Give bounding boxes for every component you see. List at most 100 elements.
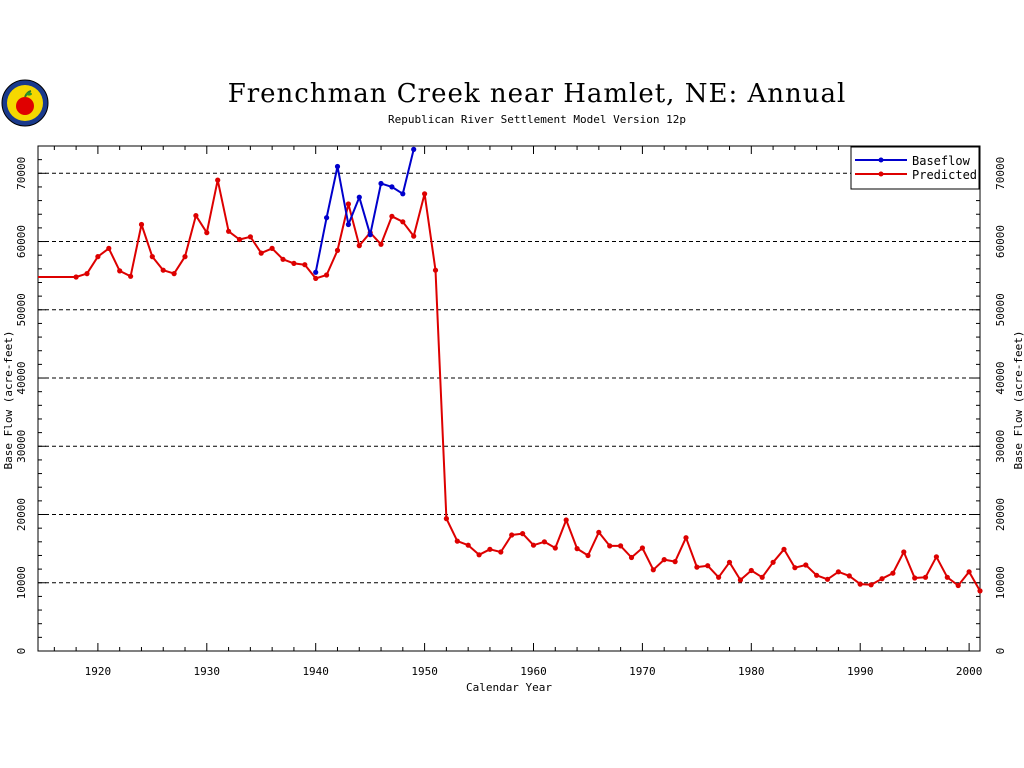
data-point-predicted <box>541 539 548 545</box>
y-tick-label-left: 10000 <box>15 566 28 599</box>
data-point-baseflow <box>345 221 351 228</box>
y-tick-label-right: 0 <box>994 648 1007 655</box>
y-tick-label-right: 20000 <box>994 498 1007 531</box>
x-tick-label: 1970 <box>629 665 656 678</box>
data-point-predicted <box>618 543 624 549</box>
data-point-baseflow <box>378 180 384 187</box>
data-point-predicted <box>650 567 656 573</box>
data-point-predicted <box>226 228 232 234</box>
data-point-predicted <box>454 538 460 544</box>
x-tick-label: 1940 <box>302 665 329 678</box>
data-point-predicted <box>193 213 199 219</box>
y-tick-label-right: 10000 <box>994 566 1007 599</box>
chart-subtitle: Republican River Settlement Model Versio… <box>388 113 686 126</box>
x-tick-label: 1960 <box>520 665 547 678</box>
data-point-predicted <box>356 243 362 249</box>
y-tick-label-left: 60000 <box>15 225 28 258</box>
data-point-predicted <box>803 562 809 568</box>
data-point-predicted <box>596 529 602 535</box>
data-point-predicted <box>759 574 765 580</box>
x-tick-label: 1930 <box>194 665 221 678</box>
data-point-predicted <box>432 267 439 273</box>
data-point-baseflow <box>324 215 330 221</box>
data-point-predicted <box>716 574 722 580</box>
y-axis-label-left: Base Flow (acre-feet) <box>2 330 15 469</box>
data-point-predicted <box>498 549 504 555</box>
y-tick-label-left: 30000 <box>15 430 28 463</box>
data-point-predicted <box>476 552 482 558</box>
data-point-predicted <box>781 546 787 552</box>
data-point-baseflow <box>389 184 395 190</box>
data-point-predicted <box>84 271 90 277</box>
data-point-predicted <box>944 574 950 580</box>
data-point-predicted <box>138 221 145 228</box>
data-point-predicted <box>661 557 667 563</box>
x-tick-label: 2000 <box>956 665 983 678</box>
data-point-predicted <box>258 250 264 256</box>
data-point-predicted <box>302 262 308 268</box>
data-point-predicted <box>574 546 580 552</box>
data-point-predicted <box>824 576 831 582</box>
apple-logo <box>1 79 49 127</box>
data-point-predicted <box>280 256 286 262</box>
data-point-baseflow <box>367 232 373 238</box>
data-point-predicted <box>737 577 744 583</box>
data-point-baseflow <box>334 163 341 170</box>
data-point-predicted <box>400 219 406 225</box>
data-point-predicted <box>792 565 798 571</box>
data-point-predicted <box>171 271 177 277</box>
legend-label-predicted: Predicted <box>912 168 977 182</box>
y-tick-label-right: 60000 <box>994 225 1007 258</box>
y-tick-label-left: 40000 <box>15 361 28 394</box>
data-point-predicted <box>334 247 341 253</box>
data-point-predicted <box>509 532 515 538</box>
data-point-predicted <box>465 542 471 548</box>
legend-box <box>850 146 980 190</box>
y-tick-label-right: 70000 <box>994 157 1007 190</box>
legend-label-baseflow: Baseflow <box>912 154 971 168</box>
data-point-predicted <box>879 576 885 582</box>
data-point-predicted <box>922 574 929 580</box>
data-point-predicted <box>291 260 297 266</box>
data-point-predicted <box>520 531 526 537</box>
x-tick-label: 1950 <box>411 665 438 678</box>
chart-title: Frenchman Creek near Hamlet, NE: Annual <box>228 79 847 109</box>
data-point-predicted <box>683 535 689 541</box>
data-point-predicted <box>770 559 776 565</box>
data-point-predicted <box>726 559 733 565</box>
data-point-predicted <box>868 582 874 588</box>
data-point-predicted <box>422 191 428 197</box>
data-point-predicted <box>411 233 417 239</box>
legend-marker-predicted <box>878 171 884 177</box>
y-tick-label-left: 20000 <box>15 498 28 531</box>
y-tick-label-left: 0 <box>15 648 28 655</box>
data-point-predicted <box>563 517 569 523</box>
data-point-predicted <box>933 554 940 560</box>
data-point-predicted <box>247 234 253 240</box>
data-point-predicted <box>215 177 221 183</box>
data-point-predicted <box>705 563 711 569</box>
data-point-predicted <box>389 213 395 219</box>
y-tick-label-left: 50000 <box>15 293 28 326</box>
data-point-predicted <box>487 546 493 552</box>
data-point-predicted <box>530 542 537 548</box>
data-point-predicted <box>977 588 983 594</box>
data-point-predicted <box>160 267 166 273</box>
data-point-predicted <box>890 570 896 576</box>
x-axis-label: Calendar Year <box>466 681 552 694</box>
data-point-predicted <box>378 241 384 247</box>
data-point-predicted <box>814 572 820 578</box>
legend-marker-baseflow <box>878 157 884 163</box>
data-point-predicted <box>966 569 972 575</box>
data-point-predicted <box>106 245 112 251</box>
x-tick-label: 1990 <box>847 665 874 678</box>
data-point-predicted <box>639 545 646 551</box>
data-point-predicted <box>607 543 613 549</box>
series-line-baseflow <box>314 149 415 273</box>
data-point-predicted <box>901 549 907 555</box>
y-tick-label-right: 40000 <box>994 361 1007 394</box>
y-tick-label-right: 30000 <box>994 430 1007 463</box>
data-point-predicted <box>835 569 842 575</box>
data-point-baseflow <box>411 146 417 152</box>
